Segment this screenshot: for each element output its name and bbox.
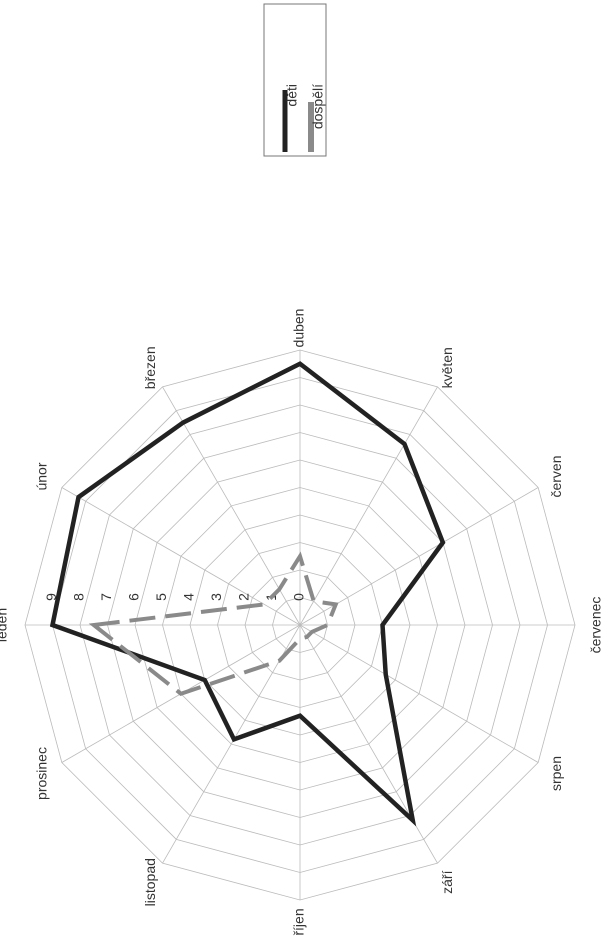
- spoke: [299, 386, 438, 626]
- series-line: [49, 361, 446, 827]
- category-label: červenec: [588, 597, 604, 654]
- spoke: [299, 624, 438, 864]
- tick-label: 7: [98, 593, 114, 601]
- legend-label: děti: [284, 84, 300, 107]
- category-label: prosinec: [33, 747, 49, 800]
- category-label: leden: [0, 608, 10, 642]
- category-label: březen: [142, 346, 158, 389]
- spoke: [299, 624, 539, 763]
- tick-label: 4: [181, 593, 197, 601]
- category-label: říjen: [291, 908, 307, 935]
- tick-label: 0: [291, 593, 307, 601]
- legend-box: [263, 3, 327, 157]
- spoke: [299, 487, 539, 626]
- category-label: květen: [439, 347, 455, 388]
- tick-label: 9: [43, 593, 59, 601]
- category-label: listopad: [142, 858, 158, 906]
- legend-label: dospělí: [310, 84, 326, 129]
- category-label: duben: [291, 309, 307, 348]
- spoke: [162, 386, 301, 626]
- category-label: červen: [548, 455, 564, 497]
- tick-label: 2: [236, 593, 252, 601]
- spoke: [162, 624, 301, 864]
- spoke: [61, 487, 301, 626]
- category-label: srpen: [548, 756, 564, 791]
- tick-label: 6: [126, 593, 142, 601]
- tick-label: 3: [208, 593, 224, 601]
- category-label: únor: [33, 462, 49, 490]
- series-line: [88, 551, 339, 696]
- category-label: září: [439, 870, 455, 893]
- tick-label: 8: [71, 593, 87, 601]
- tick-label: 5: [153, 593, 169, 601]
